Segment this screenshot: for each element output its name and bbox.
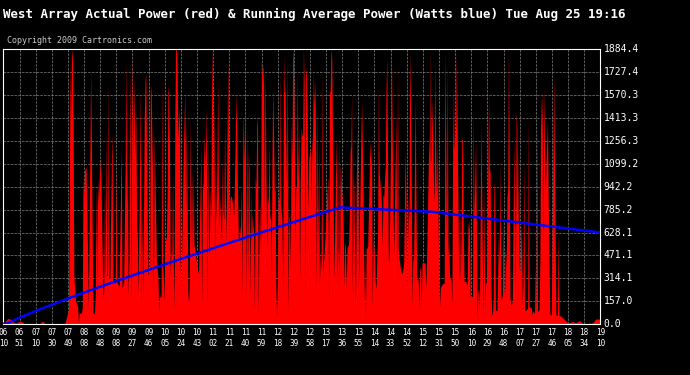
Text: 13
36: 13 36 — [337, 328, 347, 348]
Text: 17
27: 17 27 — [531, 328, 540, 348]
Text: 16
29: 16 29 — [483, 328, 492, 348]
Text: 0.0: 0.0 — [604, 320, 622, 329]
Text: 11
59: 11 59 — [257, 328, 266, 348]
Text: 18
05: 18 05 — [564, 328, 573, 348]
Text: 07
30: 07 30 — [47, 328, 57, 348]
Text: 13
17: 13 17 — [322, 328, 331, 348]
Text: West Array Actual Power (red) & Running Average Power (Watts blue) Tue Aug 25 19: West Array Actual Power (red) & Running … — [3, 8, 626, 21]
Text: 07
10: 07 10 — [31, 328, 40, 348]
Text: 14
52: 14 52 — [402, 328, 411, 348]
Text: 1727.4: 1727.4 — [604, 67, 639, 77]
Text: 16
48: 16 48 — [499, 328, 508, 348]
Text: 14
33: 14 33 — [386, 328, 395, 348]
Text: 785.2: 785.2 — [604, 204, 633, 214]
Text: 13
55: 13 55 — [354, 328, 363, 348]
Text: 07
49: 07 49 — [63, 328, 72, 348]
Text: 11
02: 11 02 — [208, 328, 218, 348]
Text: 1099.2: 1099.2 — [604, 159, 639, 169]
Text: 942.2: 942.2 — [604, 182, 633, 192]
Text: 628.1: 628.1 — [604, 228, 633, 237]
Text: 10
05: 10 05 — [160, 328, 169, 348]
Text: 08
08: 08 08 — [79, 328, 89, 348]
Text: 08
48: 08 48 — [96, 328, 105, 348]
Text: 15
50: 15 50 — [451, 328, 460, 348]
Text: 12
18: 12 18 — [273, 328, 282, 348]
Text: 15
12: 15 12 — [418, 328, 428, 348]
Text: 17
46: 17 46 — [547, 328, 557, 348]
Text: 15
31: 15 31 — [435, 328, 444, 348]
Text: 157.0: 157.0 — [604, 296, 633, 306]
Text: 18
34: 18 34 — [580, 328, 589, 348]
Text: 11
21: 11 21 — [225, 328, 234, 348]
Text: 14
14: 14 14 — [370, 328, 379, 348]
Text: 09
46: 09 46 — [144, 328, 153, 348]
Text: 314.1: 314.1 — [604, 273, 633, 284]
Text: 09
27: 09 27 — [128, 328, 137, 348]
Text: 11
40: 11 40 — [241, 328, 250, 348]
Text: 10
43: 10 43 — [193, 328, 201, 348]
Text: 06
51: 06 51 — [15, 328, 24, 348]
Text: 1413.3: 1413.3 — [604, 112, 639, 123]
Text: 471.1: 471.1 — [604, 251, 633, 261]
Text: 1256.3: 1256.3 — [604, 136, 639, 146]
Text: 10
24: 10 24 — [176, 328, 186, 348]
Text: 12
58: 12 58 — [305, 328, 315, 348]
Text: 17
07: 17 07 — [515, 328, 524, 348]
Text: Copyright 2009 Cartronics.com: Copyright 2009 Cartronics.com — [7, 36, 152, 45]
Text: 16
10: 16 10 — [466, 328, 476, 348]
Text: 12
39: 12 39 — [289, 328, 299, 348]
Text: 06
10: 06 10 — [0, 328, 8, 348]
Text: 19
10: 19 10 — [595, 328, 605, 348]
Text: 09
08: 09 08 — [112, 328, 121, 348]
Text: 1570.3: 1570.3 — [604, 90, 639, 100]
Text: 1884.4: 1884.4 — [604, 44, 639, 54]
